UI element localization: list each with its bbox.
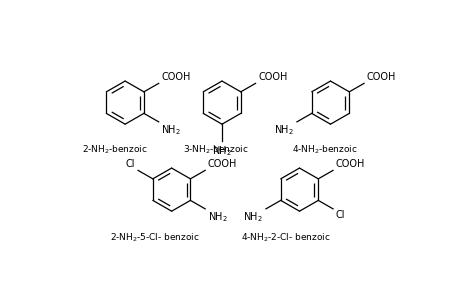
Text: COOH: COOH [258, 72, 288, 82]
Text: NH$_2$: NH$_2$ [212, 144, 232, 158]
Text: NH$_2$: NH$_2$ [274, 124, 294, 137]
Text: COOH: COOH [336, 159, 365, 169]
Text: COOH: COOH [208, 159, 237, 169]
Text: 4-NH$_2$-2-Cl- benzoic: 4-NH$_2$-2-Cl- benzoic [241, 231, 331, 244]
Text: 2-NH$_2$-5-Cl- benzoic: 2-NH$_2$-5-Cl- benzoic [109, 231, 199, 244]
Text: 4-NH$_2$-benzoic: 4-NH$_2$-benzoic [292, 143, 357, 156]
Text: COOH: COOH [161, 72, 191, 82]
Text: NH$_2$: NH$_2$ [161, 124, 181, 137]
Text: 2-NH$_2$-benzoic: 2-NH$_2$-benzoic [82, 143, 148, 156]
Text: NH$_2$: NH$_2$ [208, 210, 228, 224]
Text: COOH: COOH [367, 72, 396, 82]
Text: Cl: Cl [336, 210, 345, 220]
Text: Cl: Cl [126, 159, 136, 169]
Text: NH$_2$: NH$_2$ [243, 210, 263, 224]
Text: 3-NH$_2$-benzoic: 3-NH$_2$-benzoic [183, 143, 249, 156]
